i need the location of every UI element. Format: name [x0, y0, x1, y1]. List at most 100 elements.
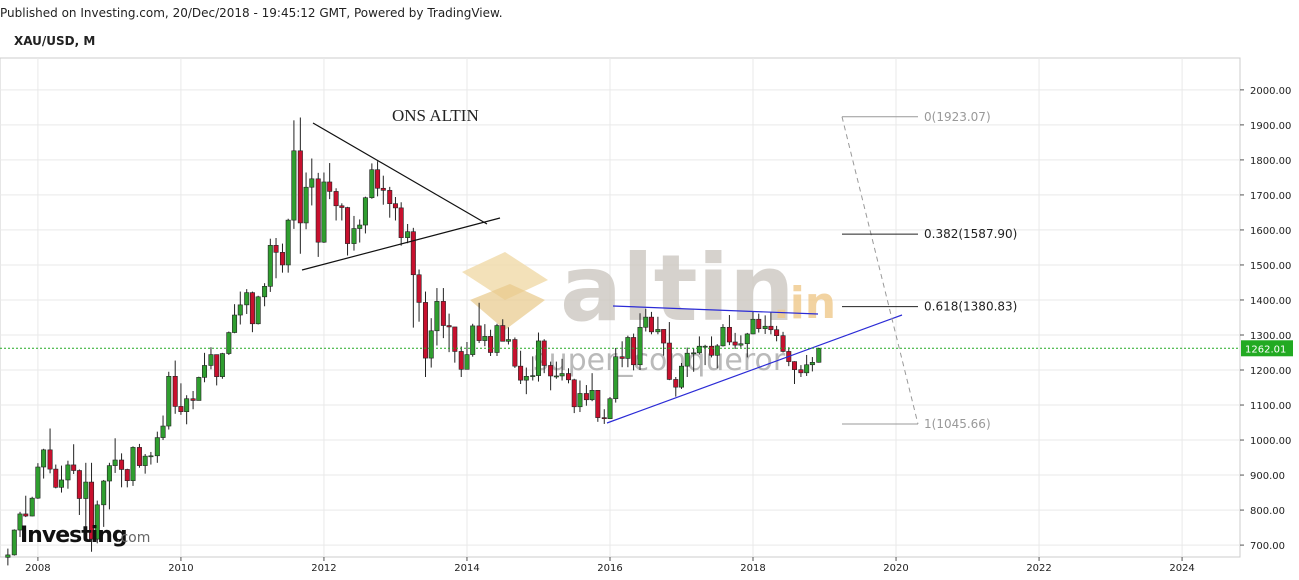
candle-body: [458, 351, 464, 370]
candle-body: [673, 379, 679, 388]
candle-body: [267, 245, 273, 287]
price-label: 1262.01: [1245, 344, 1286, 355]
candle-body: [768, 325, 774, 331]
candle-body: [553, 375, 559, 378]
trend-line: [301, 217, 501, 271]
trend-line: [612, 305, 819, 315]
candle-body: [303, 186, 309, 224]
candle-body: [357, 224, 363, 229]
candle-body: [643, 316, 649, 328]
candle-body: [756, 318, 762, 329]
candle-body: [732, 341, 738, 346]
candle-body: [691, 352, 697, 355]
candle-body: [738, 343, 744, 346]
candle-body: [136, 447, 142, 466]
candle-body: [83, 481, 89, 499]
candle-body: [178, 406, 184, 412]
candle-body: [523, 376, 529, 381]
candle-body: [726, 326, 732, 343]
candle-body: [535, 340, 541, 376]
y-tick-label: 1500.00: [1250, 261, 1291, 272]
y-tick-label: 1400.00: [1250, 296, 1291, 307]
candle-body: [613, 356, 619, 400]
y-tick-label: 1300.00: [1250, 331, 1291, 342]
candle-body: [494, 325, 500, 353]
candle-body: [154, 437, 160, 457]
candle-body: [71, 464, 77, 471]
watermark-icon: [462, 252, 548, 300]
candle-body: [518, 365, 524, 381]
candle-body: [678, 365, 684, 388]
candle-body: [571, 379, 577, 408]
candle-body: [774, 329, 780, 336]
y-tick-label: 800.00: [1250, 506, 1285, 517]
candle-body: [237, 304, 243, 316]
candle-body: [709, 345, 715, 356]
candle-body: [184, 398, 190, 412]
candle-body: [619, 356, 625, 359]
watermark-user: super_conqueror: [533, 343, 786, 378]
candle-body: [35, 466, 41, 499]
y-tick-label: 1800.00: [1250, 156, 1291, 167]
candle-body: [106, 465, 112, 482]
y-tick-label: 1900.00: [1250, 121, 1291, 132]
y-tick-label: 1600.00: [1250, 226, 1291, 237]
candle-body: [375, 169, 381, 189]
candle-body: [595, 390, 601, 418]
candle-body: [255, 296, 261, 325]
watermark-icon: [470, 284, 545, 330]
candle-body: [666, 342, 672, 380]
candle-body: [23, 513, 29, 517]
candle-body: [655, 329, 661, 333]
x-tick-label: 2024: [1169, 563, 1194, 574]
candle-body: [351, 228, 357, 244]
candle-body: [804, 364, 810, 374]
candle-body: [387, 190, 393, 204]
candle-body: [41, 449, 47, 468]
watermark-logo-suffix: .in: [773, 278, 836, 329]
candle-body: [11, 529, 17, 556]
candle-body: [232, 314, 238, 333]
y-tick-label: 1100.00: [1250, 401, 1291, 412]
candle-body: [791, 361, 797, 370]
x-tick-label: 2016: [597, 563, 622, 574]
candle-body: [416, 274, 422, 303]
candle-body: [273, 245, 279, 253]
candle-body: [112, 459, 118, 466]
candle-body: [76, 470, 82, 499]
candle-body: [190, 398, 196, 401]
candle-body: [142, 455, 148, 466]
candle-body: [577, 393, 583, 408]
candle-body: [279, 252, 285, 266]
candle-body: [65, 464, 71, 481]
candle-body: [505, 339, 511, 342]
candle-body: [440, 301, 446, 326]
candle-body: [285, 219, 291, 266]
candle-body: [541, 340, 547, 366]
candle-body: [648, 316, 654, 333]
candle-body: [750, 318, 756, 335]
candle-body: [696, 345, 702, 354]
candle-body: [392, 203, 398, 209]
candle-body: [816, 347, 822, 363]
candle-body: [482, 336, 488, 341]
annotation: ONS ALTIN: [392, 106, 479, 125]
candle-body: [219, 353, 225, 377]
candle-body: [166, 376, 172, 427]
plot-area: [0, 57, 1241, 558]
candle-body: [583, 393, 589, 401]
candle-body: [607, 398, 613, 419]
fib-label: 0.618(1380.83): [924, 300, 1017, 314]
candle-body: [559, 373, 565, 377]
candle-body: [124, 469, 130, 481]
candle-body: [464, 354, 470, 370]
candle-body: [196, 377, 202, 401]
candle-body: [428, 330, 434, 359]
y-tick-label: 2000.00: [1250, 86, 1291, 97]
candle-body: [798, 369, 804, 374]
watermark-logo: altin: [560, 235, 795, 342]
candle-body: [362, 197, 368, 226]
candle-body: [291, 150, 297, 221]
fib-diagonal: [841, 116, 919, 425]
